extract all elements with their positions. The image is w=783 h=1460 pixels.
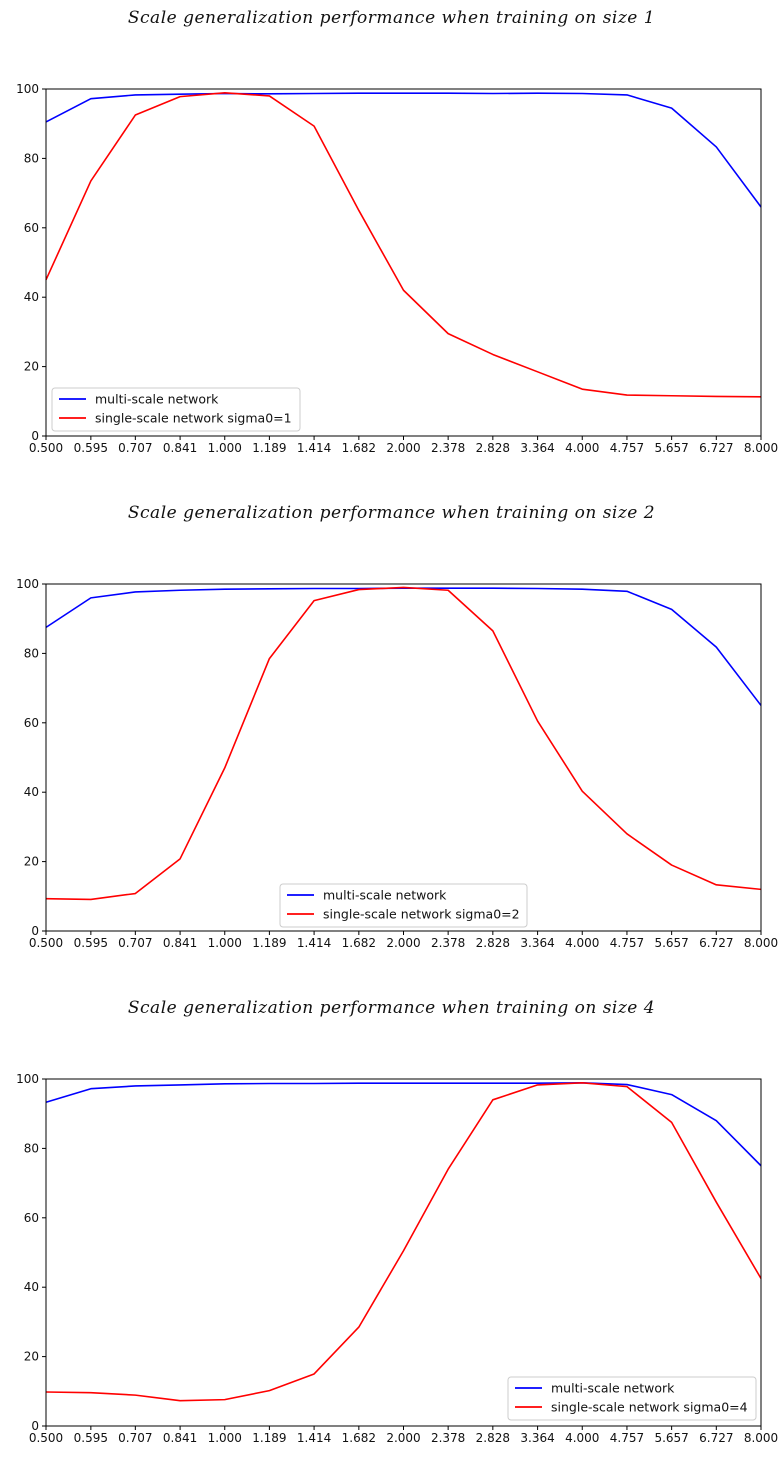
y-tick-label: 60: [24, 1211, 39, 1225]
series-line-2: [45, 1082, 762, 1402]
y-tick-label: 80: [24, 646, 39, 660]
series-line-1: [45, 92, 762, 208]
legend: multi-scale network single-scale network …: [507, 1376, 757, 1421]
legend-box: [51, 387, 301, 432]
x-tick-label: 0.595: [74, 441, 108, 455]
legend-box: [507, 1376, 757, 1421]
chart-title: Scale generalization performance when tr…: [127, 8, 656, 28]
x-tick-label: 8.000: [744, 1431, 778, 1445]
x-tick-label: 1.414: [297, 936, 331, 950]
x-tick-label: 3.364: [520, 441, 554, 455]
x-tick-label: 4.757: [610, 936, 644, 950]
x-tick-label: 2.828: [476, 441, 510, 455]
x-tick-label: 4.000: [565, 441, 599, 455]
chart-title: Scale generalization performance when tr…: [127, 503, 656, 523]
x-tick-label: 6.727: [699, 1431, 733, 1445]
legend-label: multi-scale network: [95, 392, 219, 407]
y-tick-label: 40: [24, 1280, 39, 1294]
x-tick-label: 2.000: [386, 1431, 420, 1445]
x-tick-label: 8.000: [744, 936, 778, 950]
y-tick-label: 100: [16, 577, 39, 591]
series-line-1: [45, 1082, 762, 1167]
plot-frame: [45, 1078, 762, 1427]
x-tick-label: 0.707: [118, 1431, 152, 1445]
chart-title: Scale generalization performance when tr…: [127, 998, 656, 1018]
chart-panel-1: Scale generalization performance when tr…: [0, 0, 783, 470]
y-tick-label: 80: [24, 151, 39, 165]
y-tick-label: 80: [24, 1141, 39, 1155]
y-tick-label: 60: [24, 221, 39, 235]
chart-plot: 0.500 0.595 0.707 0.841 1.000 1.189 1.414 1.682…: [16, 577, 778, 950]
legend-label: multi-scale network: [551, 1381, 675, 1396]
legend-label: single-scale network sigma0=1: [95, 411, 292, 426]
legend-label: single-scale network sigma0=2: [323, 907, 520, 922]
x-tick-label: 1.189: [252, 1431, 286, 1445]
x-tick-label: 0.841: [163, 441, 197, 455]
x-tick-label: 0.841: [163, 936, 197, 950]
x-tick-label: 1.682: [342, 936, 376, 950]
x-tick-label: 3.364: [520, 1431, 554, 1445]
x-tick-label: 5.657: [654, 1431, 688, 1445]
series-line-2: [45, 586, 762, 901]
x-tick-label: 2.828: [476, 936, 510, 950]
y-tick-label: 0: [31, 429, 39, 443]
legend-label: single-scale network sigma0=4: [551, 1400, 748, 1415]
x-tick-label: 1.682: [342, 441, 376, 455]
legend-box: [279, 883, 528, 928]
x-tick-label: 2.828: [476, 1431, 510, 1445]
legend: multi-scale network single-scale network …: [279, 883, 528, 928]
y-tick-label: 60: [24, 716, 39, 730]
x-tick-label: 1.682: [342, 1431, 376, 1445]
x-tick-label: 0.707: [118, 441, 152, 455]
x-tick-label: 5.657: [654, 936, 688, 950]
x-tick-label: 6.727: [699, 441, 733, 455]
x-tick-label: 0.595: [74, 936, 108, 950]
x-tick-label: 0.500: [29, 936, 63, 950]
x-tick-label: 6.727: [699, 936, 733, 950]
x-tick-label: 1.000: [208, 1431, 242, 1445]
x-tick-label: 8.000: [744, 441, 778, 455]
y-tick-label: 100: [16, 82, 39, 96]
y-tick-label: 0: [31, 1419, 39, 1433]
series-line-2: [45, 92, 762, 398]
x-tick-label: 1.000: [208, 936, 242, 950]
chart-plot: 0.500 0.595 0.707 0.841 1.000 1.189 1.414 1.682…: [16, 82, 778, 455]
y-tick-label: 0: [31, 924, 39, 938]
x-tick-label: 4.000: [565, 1431, 599, 1445]
x-tick-label: 4.757: [610, 1431, 644, 1445]
chart-plot: 0.500 0.595 0.707 0.841 1.000 1.189 1.414 1.682…: [16, 1072, 778, 1445]
x-tick-label: 0.595: [74, 1431, 108, 1445]
y-tick-label: 20: [24, 360, 39, 374]
y-tick-label: 20: [24, 1350, 39, 1364]
x-tick-label: 1.000: [208, 441, 242, 455]
y-tick-label: 20: [24, 855, 39, 869]
x-tick-label: 4.000: [565, 936, 599, 950]
x-tick-label: 1.189: [252, 936, 286, 950]
y-tick-label: 40: [24, 785, 39, 799]
chart-panel-2: Scale generalization performance when tr…: [16, 503, 778, 950]
x-tick-label: 0.500: [29, 1431, 63, 1445]
x-tick-label: 2.000: [386, 441, 420, 455]
x-tick-label: 2.378: [431, 936, 465, 950]
x-tick-label: 1.189: [252, 441, 286, 455]
x-tick-label: 1.414: [297, 1431, 331, 1445]
legend-label: multi-scale network: [323, 888, 447, 903]
x-tick-label: 2.378: [431, 441, 465, 455]
y-tick-label: 100: [16, 1072, 39, 1086]
x-tick-label: 0.841: [163, 1431, 197, 1445]
x-tick-label: 0.500: [29, 441, 63, 455]
x-tick-label: 0.707: [118, 936, 152, 950]
x-tick-label: 5.657: [654, 441, 688, 455]
x-tick-label: 2.000: [386, 936, 420, 950]
x-tick-label: 2.378: [431, 1431, 465, 1445]
y-tick-label: 40: [24, 290, 39, 304]
x-tick-label: 1.414: [297, 441, 331, 455]
x-tick-label: 4.757: [610, 441, 644, 455]
legend: multi-scale network single-scale network …: [51, 387, 301, 432]
x-tick-label: 3.364: [520, 936, 554, 950]
